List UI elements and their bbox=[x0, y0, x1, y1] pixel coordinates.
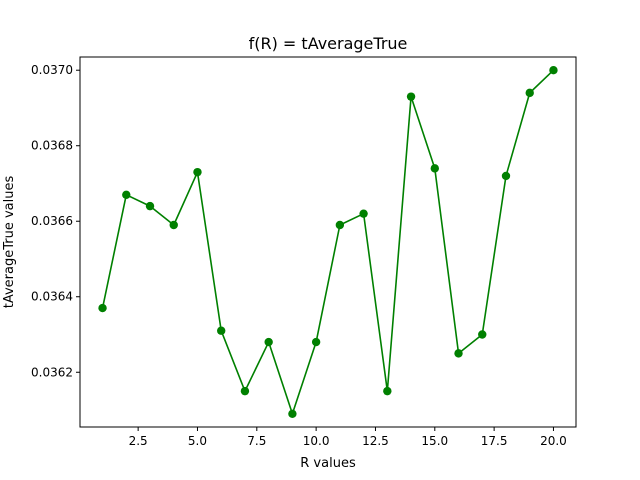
x-axis-ticks: 2.5 5.0 7.5 10.0 12.5 15.0 17.5 20.0 bbox=[129, 427, 567, 448]
data-point bbox=[501, 171, 511, 181]
data-point bbox=[98, 303, 107, 313]
series-group bbox=[98, 66, 558, 418]
data-point bbox=[359, 209, 368, 218]
x-tick-label: 12.5 bbox=[362, 434, 389, 448]
series-line bbox=[101, 69, 555, 415]
y-axis-ticks: 0.0362 0.0364 0.0366 0.0368 0.0370 bbox=[31, 63, 80, 379]
data-point bbox=[240, 386, 250, 396]
x-axis-label: R values bbox=[300, 456, 356, 471]
x-tick-label: 15.0 bbox=[421, 434, 448, 448]
data-point bbox=[122, 190, 131, 200]
plot-area-frame bbox=[79, 56, 577, 428]
data-point bbox=[549, 66, 558, 75]
data-point bbox=[288, 409, 297, 418]
data-point bbox=[193, 167, 202, 177]
x-tick-label: 17.5 bbox=[481, 434, 508, 448]
y-tick-label: 0.0370 bbox=[31, 63, 73, 77]
data-point bbox=[217, 326, 226, 335]
data-point bbox=[264, 337, 273, 347]
data-point bbox=[478, 330, 487, 339]
data-point bbox=[430, 164, 439, 173]
data-point bbox=[454, 349, 463, 358]
data-point bbox=[406, 92, 416, 101]
y-tick-label: 0.0368 bbox=[31, 139, 73, 153]
data-point bbox=[145, 201, 155, 211]
chart-title: f(R) = tAverageTrue bbox=[249, 34, 408, 53]
data-point bbox=[169, 220, 178, 230]
x-tick-label: 7.5 bbox=[247, 434, 266, 448]
data-point bbox=[311, 337, 321, 347]
data-point bbox=[525, 88, 534, 98]
y-tick-label: 0.0364 bbox=[31, 290, 73, 304]
y-tick-label: 0.0362 bbox=[31, 365, 73, 379]
x-tick-label: 20.0 bbox=[540, 434, 567, 448]
data-point bbox=[383, 386, 392, 396]
y-axis-label: tAverageTrue values bbox=[2, 176, 17, 309]
x-tick-label: 5.0 bbox=[188, 434, 207, 448]
x-tick-label: 10.0 bbox=[303, 434, 330, 448]
data-point bbox=[335, 220, 345, 230]
y-tick-label: 0.0366 bbox=[31, 214, 73, 228]
x-tick-label: 2.5 bbox=[129, 434, 148, 448]
